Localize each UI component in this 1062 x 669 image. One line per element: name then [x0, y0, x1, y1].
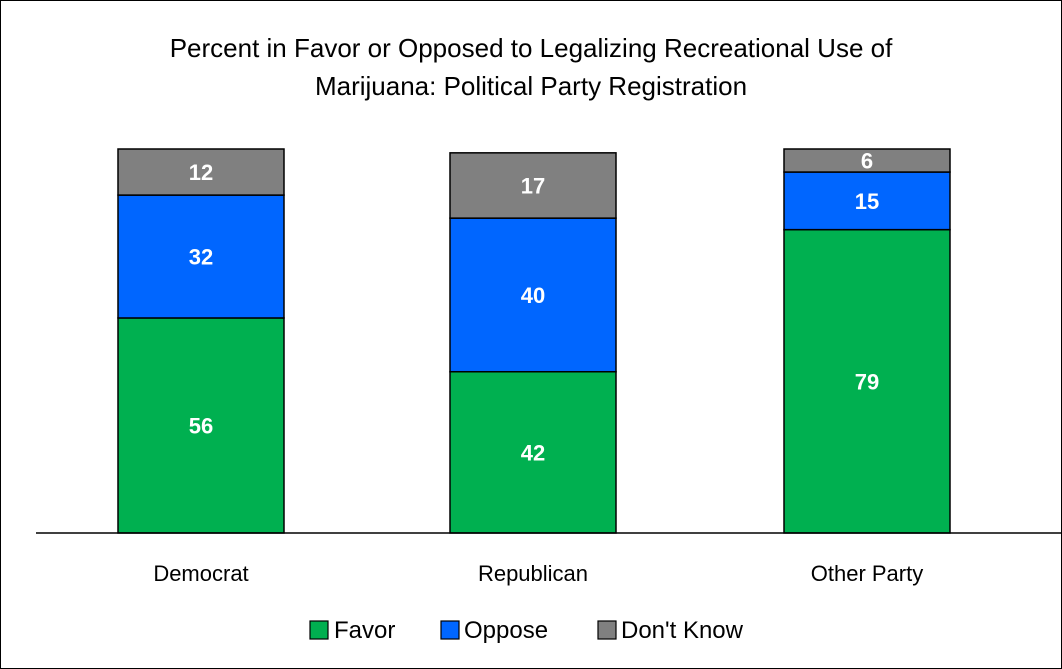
bar-republican-favor — [449, 370, 617, 534]
value-label-other-party-favor: 79 — [855, 369, 879, 394]
value-label-republican-favor: 42 — [521, 440, 545, 465]
value-label-other-party-oppose: 15 — [855, 189, 879, 214]
category-label-other-party: Other Party — [811, 561, 923, 586]
value-label-democrat-oppose: 32 — [189, 245, 213, 270]
legend-label-favor: Favor — [334, 617, 395, 644]
value-label-other-party-don-t-know: 6 — [861, 149, 873, 174]
bar-democrat-oppose — [117, 194, 285, 319]
bar-other-party-don-t-know — [783, 148, 951, 173]
chart-title: Percent in Favor or Opposed to Legalizin… — [170, 33, 893, 101]
legend-swatch-oppose — [440, 620, 460, 640]
legend-label-oppose: Oppose — [464, 617, 548, 644]
value-labels-layer: 56 32 12 42 40 17 79 15 6 — [189, 149, 879, 466]
bar-republican-don-t-know — [449, 152, 617, 219]
legend: Favor Oppose Don't Know — [309, 617, 744, 644]
chart-title-line-2: Marijuana: Political Party Registration — [315, 71, 747, 101]
bar-other-party-oppose — [783, 171, 951, 231]
category-label-democrat: Democrat — [153, 561, 248, 586]
value-label-democrat-favor: 56 — [189, 413, 213, 438]
value-label-democrat-don-t-know: 12 — [189, 160, 213, 185]
value-label-republican-oppose: 40 — [521, 283, 545, 308]
bars-layer — [117, 148, 951, 534]
legend-swatch-favor — [309, 620, 329, 640]
bar-democrat-favor — [117, 317, 285, 534]
bar-republican-oppose — [449, 217, 617, 373]
bar-democrat-don-t-know — [117, 148, 285, 196]
value-label-republican-don-t-know: 17 — [521, 173, 545, 198]
chart-title-line-1: Percent in Favor or Opposed to Legalizin… — [170, 33, 893, 63]
category-label-republican: Republican — [478, 561, 588, 586]
legend-swatch-don-t-know — [597, 620, 617, 640]
category-labels-layer: Democrat Republican Other Party — [153, 561, 923, 586]
legend-label-don-t-know: Don't Know — [621, 617, 744, 644]
